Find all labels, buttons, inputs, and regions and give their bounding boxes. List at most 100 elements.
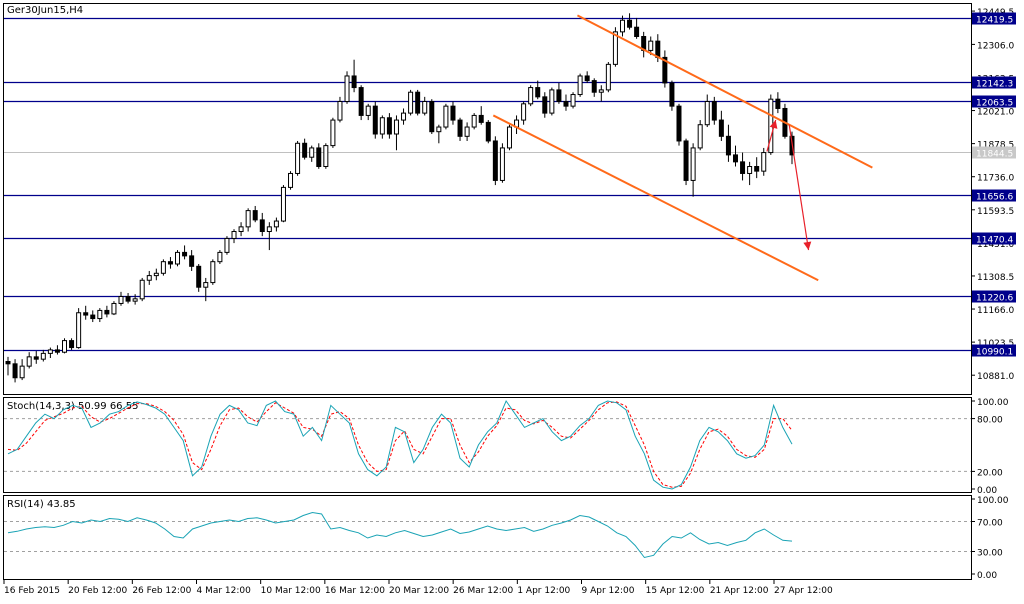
candle: [408, 89, 414, 116]
candle: [196, 264, 202, 292]
candle-body: [40, 352, 46, 360]
candle: [153, 268, 159, 281]
candle-body: [273, 220, 279, 228]
candle: [203, 277, 209, 302]
candle-body: [12, 363, 18, 379]
price-level-tag: [972, 12, 1016, 25]
candle: [393, 115, 399, 151]
candle-body: [401, 112, 407, 121]
candle-body: [443, 105, 449, 128]
candle: [365, 103, 371, 121]
price-tick-label: 11593.5: [977, 207, 1014, 217]
candle: [641, 31, 647, 58]
candle-body: [704, 101, 710, 126]
stoch-panel-frame: [3, 397, 972, 493]
candle-body: [365, 105, 371, 116]
candle: [422, 96, 428, 116]
candle: [514, 115, 520, 134]
candle-body: [146, 275, 152, 281]
candle: [302, 138, 308, 160]
price-tick-label: 10881.0: [977, 372, 1014, 382]
price-level-tag: [972, 232, 1016, 245]
candle-body: [506, 126, 512, 149]
arrow-head: [803, 241, 812, 251]
candle: [485, 120, 491, 144]
candle: [217, 250, 223, 264]
candle-body: [725, 135, 731, 156]
price-tick-label: 12306.0: [977, 41, 1014, 51]
candle-body: [747, 166, 753, 174]
candle-body: [104, 309, 110, 315]
candle: [231, 229, 237, 244]
candle-body: [217, 251, 223, 263]
candle-body: [167, 261, 173, 265]
candle-body: [97, 309, 103, 320]
candle: [415, 89, 421, 116]
candle: [549, 87, 555, 116]
time-tick-label: 26 Feb 12:00: [132, 586, 191, 596]
candle: [69, 338, 75, 350]
candle-body: [175, 251, 181, 265]
candle-body: [655, 40, 661, 58]
candle: [506, 124, 512, 151]
candle-body: [393, 119, 399, 135]
candle-body: [302, 142, 308, 158]
candle-body: [153, 272, 159, 277]
stoch-signal-line: [7, 401, 793, 488]
candle-body: [584, 75, 590, 82]
candle: [521, 101, 527, 125]
candle: [47, 347, 53, 359]
price-level-value: 12142.3: [976, 80, 1013, 90]
candlestick-series: [5, 13, 795, 383]
candle-body: [499, 147, 505, 181]
candle: [125, 293, 131, 304]
candle-body: [316, 147, 322, 168]
candle: [718, 110, 724, 141]
candle: [358, 85, 364, 121]
candle-body: [718, 119, 724, 137]
candle: [316, 143, 322, 169]
candle: [210, 259, 216, 285]
candle: [62, 338, 68, 354]
time-tick-label: 1 Apr 12:00: [517, 586, 570, 596]
price-tick-label: 12021.0: [977, 108, 1014, 118]
candle-body: [210, 261, 216, 284]
candle: [619, 15, 625, 37]
candle-body: [457, 119, 463, 137]
candle: [676, 103, 682, 146]
candle: [683, 138, 689, 186]
candle-body: [648, 40, 654, 51]
candle: [54, 345, 60, 355]
candle-body: [754, 166, 760, 172]
candle: [471, 113, 477, 130]
candle-body: [627, 19, 633, 28]
candle-body: [238, 226, 244, 233]
candle-body: [139, 279, 145, 300]
candle: [704, 94, 710, 128]
candle: [12, 359, 18, 383]
candle: [344, 71, 350, 104]
candle-body: [76, 312, 82, 349]
arrow-head: [769, 120, 778, 129]
candle: [97, 308, 103, 323]
time-tick-label: 16 Mar 12:00: [325, 586, 385, 596]
price-level-value: 12419.5: [976, 16, 1013, 26]
candle: [26, 352, 32, 369]
osc-tick-label: 70.00: [977, 519, 1003, 529]
price-tick-label: 11736.0: [977, 174, 1014, 184]
candle-body: [379, 117, 385, 135]
stochastic-panel: 100.00 80.00 20.00 0.00: [4, 398, 1009, 496]
candle: [457, 117, 463, 141]
candle: [443, 103, 449, 130]
rsi-panel: 100.00 70.00 30.00 0.00: [4, 496, 1009, 581]
candle: [535, 80, 541, 100]
candle: [499, 143, 505, 183]
candle-body: [189, 255, 195, 267]
candle: [690, 143, 696, 197]
candle-body: [492, 140, 498, 181]
arrow-shaft: [788, 124, 810, 251]
candle: [669, 80, 675, 111]
candle: [379, 115, 385, 139]
candle-body: [563, 101, 569, 107]
candle-body: [676, 105, 682, 142]
